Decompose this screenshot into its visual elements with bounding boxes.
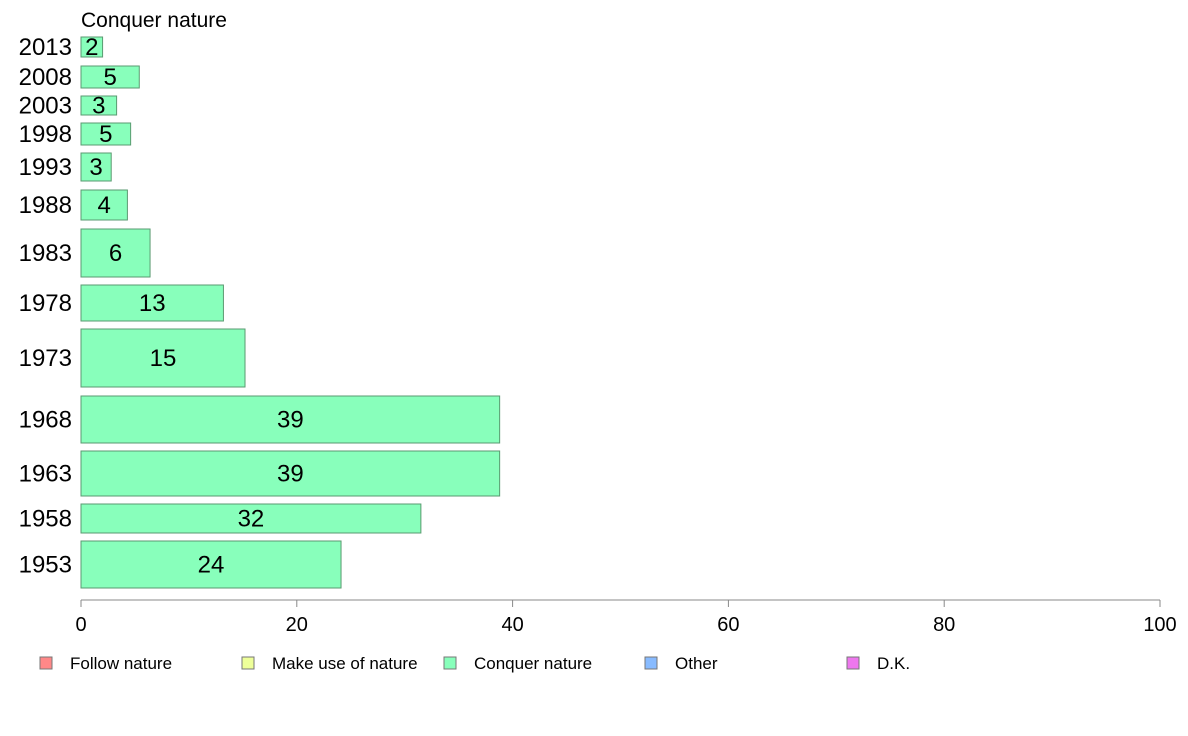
- x-tick-label: 20: [286, 614, 308, 636]
- bar-value-label: 2: [85, 34, 98, 61]
- category-label: 1983: [19, 240, 72, 267]
- legend-swatch: [241, 656, 255, 670]
- bar: [80, 122, 132, 146]
- bar-value-label: 24: [198, 552, 225, 579]
- bar-value-label: 15: [150, 345, 177, 372]
- x-tick-label: 60: [717, 614, 739, 636]
- legend-label: D.K.: [877, 654, 910, 673]
- bar: [80, 503, 422, 534]
- legend-label: Follow nature: [70, 654, 172, 673]
- chart-title: Conquer nature: [81, 9, 227, 32]
- category-label: 1958: [19, 506, 72, 533]
- bar: [80, 450, 501, 497]
- bar-group: 2013 2 2008 5 2003 3 1998 5 1993 3 1988 4 1983 6 1978 1…: [19, 34, 501, 589]
- bar-value-label: 39: [277, 407, 304, 434]
- x-axis: 0 20 40 60 80 100: [75, 599, 1177, 636]
- category-label: 1963: [19, 461, 72, 488]
- bar: [80, 95, 118, 116]
- x-tick-label: 0: [75, 614, 86, 636]
- bar: [80, 540, 342, 589]
- bar: [80, 228, 151, 278]
- category-label: 1973: [19, 345, 72, 372]
- bar: [80, 65, 140, 89]
- x-tick-label: 100: [1143, 614, 1176, 636]
- bar: [80, 284, 224, 322]
- legend-label: Other: [675, 654, 718, 673]
- legend-swatch: [846, 656, 860, 670]
- x-tick-label: 40: [501, 614, 523, 636]
- bar: [80, 36, 104, 58]
- bar-value-label: 6: [109, 240, 122, 267]
- bar-value-label: 3: [92, 93, 105, 120]
- category-label: 2013: [19, 34, 72, 61]
- bar: [80, 152, 112, 182]
- bar-value-label: 4: [98, 192, 111, 219]
- category-label: 1993: [19, 154, 72, 181]
- bar-value-label: 5: [99, 121, 112, 148]
- legend-swatch: [644, 656, 658, 670]
- bar: [80, 189, 128, 221]
- category-label: 2003: [19, 93, 72, 120]
- legend: Follow nature Make use of nature Conquer n…: [39, 654, 910, 673]
- bar-value-label: 39: [277, 461, 304, 488]
- legend-swatch: [39, 656, 53, 670]
- category-label: 1953: [19, 552, 72, 579]
- bar: [80, 328, 246, 388]
- bar-value-label: 32: [238, 506, 265, 533]
- category-label: 1988: [19, 192, 72, 219]
- legend-swatch: [443, 656, 457, 670]
- bar-value-label: 3: [89, 154, 102, 181]
- bar-value-label: 13: [139, 290, 166, 317]
- bar-value-label: 5: [103, 64, 116, 91]
- category-label: 1998: [19, 121, 72, 148]
- bar: [80, 395, 501, 444]
- legend-label: Conquer nature: [474, 654, 592, 673]
- category-label: 1968: [19, 407, 72, 434]
- category-label: 2008: [19, 64, 72, 91]
- legend-label: Make use of nature: [272, 654, 418, 673]
- category-label: 1978: [19, 290, 72, 317]
- x-tick-label: 80: [933, 614, 955, 636]
